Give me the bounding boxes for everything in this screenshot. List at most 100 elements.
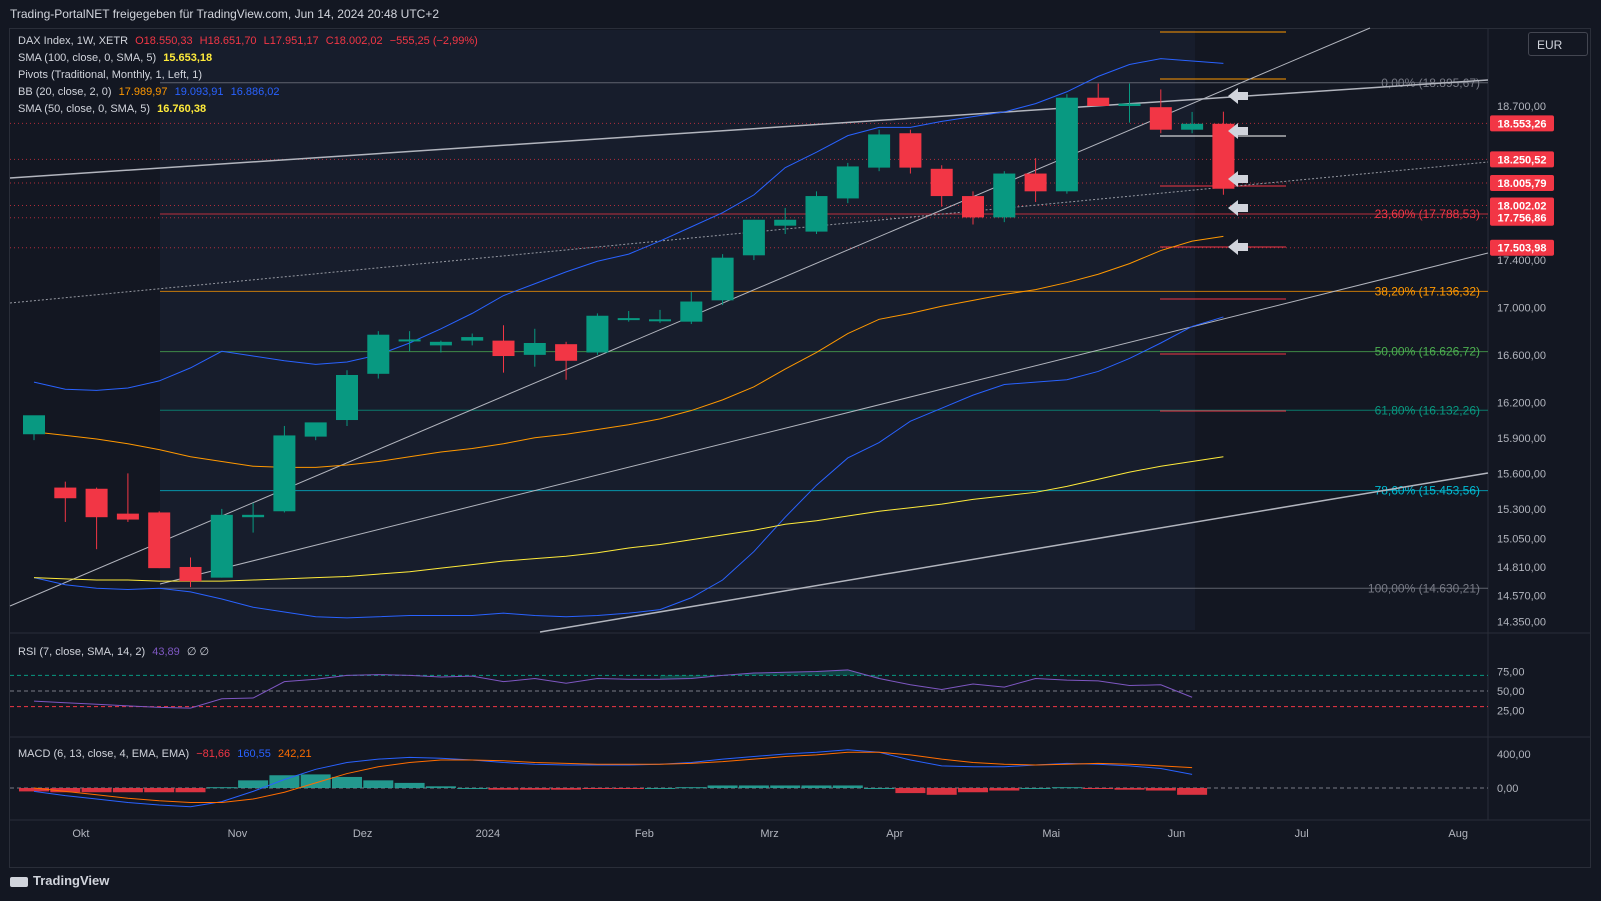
- candle-body: [367, 334, 390, 374]
- macd-hist-bar: [19, 788, 49, 792]
- legend-macd-signal: 242,21: [277, 748, 312, 760]
- legend-pivots-label: Pivots (Traditional, Monthly, 1, Left, 1…: [18, 69, 203, 81]
- fib-label: 0,00% (18.895,67): [1381, 76, 1480, 90]
- macd-hist-bar: [112, 788, 143, 793]
- candle-body: [1149, 107, 1172, 130]
- macd-hist-bar: [50, 788, 81, 793]
- legend-sma100-label: SMA (100, close, 0, SMA, 5): [18, 52, 157, 64]
- legend-bb-upper: 19.093,91: [174, 86, 224, 98]
- candle-body: [148, 512, 171, 569]
- currency-selector[interactable]: EUR: [1528, 32, 1588, 56]
- trend-line: [9, 161, 1489, 304]
- tradingview-logo[interactable]: TradingView: [10, 873, 109, 888]
- price-badge-label: 18.005,79: [1498, 178, 1547, 190]
- candle-body: [54, 487, 77, 499]
- legend-rsi: RSI (7, close, SMA, 14, 2) 43,89 ∅ ∅: [18, 645, 213, 658]
- candle-body: [962, 196, 984, 218]
- rsi-tick-label: 25,00: [1497, 706, 1525, 718]
- arrow-left-icon: [1228, 239, 1248, 255]
- candle-body: [492, 340, 515, 357]
- macd-hist-bar: [1051, 787, 1082, 789]
- price-badge: [1490, 197, 1554, 214]
- trend-line: [159, 252, 1489, 585]
- macd-hist-bar: [81, 788, 112, 793]
- price-tick-label: 17.400,00: [1497, 255, 1546, 267]
- legend-macd: MACD (6, 13, close, 4, EMA, EMA) −81,66 …: [18, 748, 316, 760]
- macd-hist-bar: [1177, 788, 1208, 795]
- macd-hist-bar: [1114, 788, 1145, 790]
- price-badge: [1490, 175, 1554, 192]
- candle-body: [429, 341, 452, 346]
- candle-body: [742, 219, 765, 256]
- sma50-line: [33, 456, 1224, 582]
- macd-hist-bar: [582, 788, 613, 789]
- macd-hist-bar: [144, 788, 175, 793]
- candle-body: [116, 513, 139, 520]
- macd-line: [33, 749, 1193, 808]
- macd-hist-bar: [175, 788, 206, 793]
- bb-upper-line: [33, 58, 1224, 391]
- legend-bb-basis: 17.989,97: [118, 86, 168, 98]
- candle-body: [868, 134, 891, 168]
- legend-change: −555,25 (−2,99%): [389, 35, 478, 47]
- macd-hist-bar: [457, 788, 488, 789]
- candle-body: [23, 415, 45, 435]
- candle-body: [805, 196, 828, 232]
- legend-main-label: DAX Index, 1W, XETR: [18, 35, 129, 47]
- candle-body: [461, 337, 484, 341]
- price-badge-label: 17.503,98: [1498, 243, 1547, 255]
- legend-sma100-value: 15.653,18: [163, 52, 213, 64]
- price-tick-label: 16.200,00: [1497, 397, 1546, 409]
- macd-hist-bar: [738, 785, 769, 788]
- candle-body: [179, 566, 202, 582]
- candle-body: [680, 301, 703, 322]
- bb-lower-line: [33, 316, 1224, 619]
- time-tick-label: Aug: [1448, 828, 1468, 840]
- candle-body: [555, 344, 578, 361]
- macd-hist-bar: [1020, 788, 1051, 789]
- macd-hist-bar: [989, 788, 1020, 791]
- macd-hist-bar: [613, 788, 644, 789]
- macd-hist-bar: [269, 775, 300, 788]
- candle-body: [586, 315, 609, 353]
- candle-body: [1212, 123, 1235, 189]
- legend-bb-label: BB (20, close, 2, 0): [18, 86, 112, 98]
- macd-hist-bar: [238, 780, 269, 788]
- legend-high: H18.651,70: [199, 35, 257, 47]
- legend-sma50-value: 16.760,38: [157, 103, 207, 115]
- legend-close: C18.002,02: [325, 35, 383, 47]
- arrow-left-icon: [1228, 200, 1248, 216]
- price-badge-label: 18.250,52: [1498, 154, 1547, 166]
- price-tick-label: 14.350,00: [1497, 616, 1546, 628]
- macd-hist-bar: [864, 788, 895, 789]
- legend-low: L17.951,17: [263, 35, 319, 47]
- legend-sma50-label: SMA (50, close, 0, SMA, 5): [18, 103, 151, 115]
- rsi-overbought-fill: [660, 669, 880, 680]
- legend-macd-line: 160,55: [237, 748, 271, 760]
- candle-body: [85, 488, 108, 518]
- time-tick-label: Jun: [1168, 828, 1186, 840]
- price-tick-label: 15.300,00: [1497, 504, 1546, 516]
- rsi-line: [33, 669, 1193, 709]
- candle-body: [1087, 97, 1110, 106]
- macd-hist-bar: [394, 782, 425, 788]
- macd-hist-bar: [300, 774, 331, 788]
- candle-body: [523, 343, 546, 355]
- time-tick-label: Dez: [353, 828, 373, 840]
- tradingview-brand: TradingView: [33, 873, 110, 888]
- macd-tick-label: 0,00: [1497, 783, 1518, 795]
- candle-body: [993, 173, 1016, 218]
- fib-label: 38,20% (17.136,32): [1375, 284, 1480, 298]
- macd-hist-bar: [832, 785, 863, 788]
- legend-bb-lower: 16.886,02: [230, 86, 280, 98]
- legend-rsi-extra: ∅ ∅: [186, 646, 210, 658]
- macd-hist-bar: [551, 788, 582, 790]
- price-tick-label: 18.700,00: [1497, 101, 1546, 113]
- candle-body: [210, 514, 233, 578]
- price-tick-label: 14.570,00: [1497, 590, 1546, 602]
- fib-label: 23,60% (17.788,53): [1375, 207, 1480, 221]
- macd-hist-bar: [770, 785, 801, 788]
- macd-tick-label: 400,00: [1497, 749, 1531, 761]
- time-tick-label: Okt: [72, 828, 89, 840]
